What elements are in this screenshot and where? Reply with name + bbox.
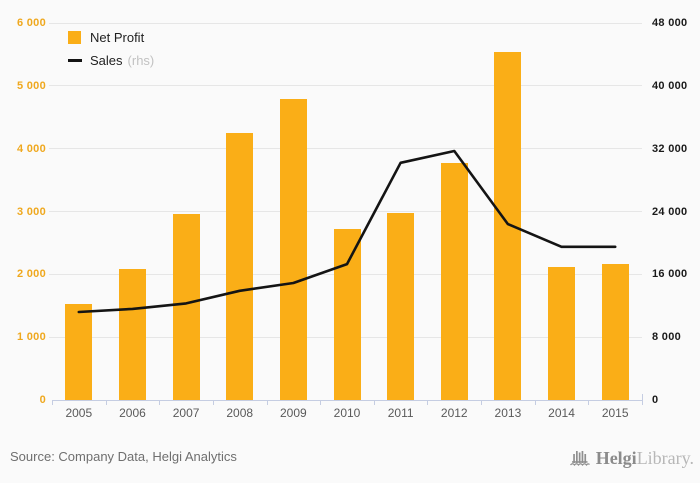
logo-text-library: Library. [636, 447, 694, 468]
y-axis-right-tick-label: 16 000 [652, 268, 688, 281]
x-axis-tick [642, 400, 643, 405]
helgi-library-logo: Helgi Library. [569, 445, 694, 471]
y-axis-left-tick-label: 2 000 [16, 268, 46, 281]
net-profit-bar [548, 266, 576, 400]
x-axis-tick [588, 400, 590, 405]
net-profit-bar [172, 214, 200, 400]
helgi-skyline-icon [569, 446, 591, 473]
axis-corner-tick [642, 394, 643, 400]
y-axis-left-tick-label: 6 000 [16, 17, 46, 29]
x-axis-year-label: 2015 [601, 406, 629, 420]
net-profit-bar [226, 132, 254, 400]
sales-rhs-note: (rhs) [127, 52, 155, 68]
net-profit-bar [279, 99, 307, 400]
x-axis-year-label: 2014 [548, 406, 575, 420]
net-profit-legend-label: Net Profit [90, 29, 145, 45]
x-axis-tick [534, 400, 536, 405]
x-axis-year-label: 2011 [387, 406, 414, 420]
source-caption: Source: Company Data, Helgi Analytics [10, 449, 237, 464]
net-profit-bar [601, 264, 629, 400]
y-axis-right-tick-label: 48 000 [652, 17, 688, 29]
net-profit-bar [387, 212, 415, 400]
y-axis-right-tick-label: 0 [652, 394, 659, 406]
net-profit-bar [118, 269, 146, 400]
y-axis-left-tick-label: 3 000 [16, 205, 46, 218]
x-axis-year-label: 2007 [172, 406, 200, 420]
net-profit-bar [65, 303, 93, 400]
x-axis-tick [212, 400, 214, 405]
x-axis-year-label: 2005 [65, 406, 93, 420]
gridline [49, 22, 642, 24]
net-profit-swatch-icon [68, 30, 81, 44]
x-axis-tick [52, 400, 53, 405]
y-axis-right-tick-label: 40 000 [652, 79, 688, 92]
x-axis-tick [105, 400, 107, 405]
y-axis-right-tick-label: 32 000 [652, 142, 688, 155]
gridline [49, 211, 642, 212]
y-axis-left-tick-label: 0 [39, 394, 46, 406]
x-axis-year-label: 2006 [119, 406, 146, 420]
y-axis-left-tick-label: 1 000 [16, 331, 46, 344]
net-profit-bar [333, 229, 361, 400]
sales-line-swatch-icon [68, 58, 82, 62]
sales-legend-label: Sales [90, 52, 123, 68]
x-axis-tick [481, 400, 483, 405]
net-profit-bar [440, 163, 468, 400]
x-axis-year-label: 2009 [280, 406, 307, 420]
legend-item-net-profit: Net Profit [68, 29, 154, 45]
x-axis-year-label: 2012 [440, 406, 468, 420]
x-axis-tick [320, 400, 322, 405]
x-axis-tick [266, 400, 268, 405]
y-axis-left-tick-label: 5 000 [16, 79, 46, 92]
x-axis-year-label: 2013 [494, 406, 522, 420]
y-axis-right-tick-label: 24 000 [652, 205, 688, 218]
legend: Net Profit Sales (rhs) [68, 29, 154, 75]
y-axis-right-tick-label: 8 000 [652, 331, 682, 344]
gridline [49, 85, 642, 87]
logo-text-helgi: Helgi [595, 447, 637, 468]
legend-item-sales: Sales (rhs) [68, 52, 154, 68]
net-profit-bar [494, 51, 522, 400]
y-axis-left-tick-label: 4 000 [16, 142, 46, 155]
x-axis-tick [373, 400, 375, 405]
x-axis-year-label: 2008 [226, 406, 254, 420]
x-axis-tick [159, 400, 161, 405]
gridline [49, 148, 642, 150]
x-axis-line [52, 400, 643, 401]
x-axis-tick [427, 400, 429, 405]
x-axis-year-label: 2010 [333, 406, 361, 420]
